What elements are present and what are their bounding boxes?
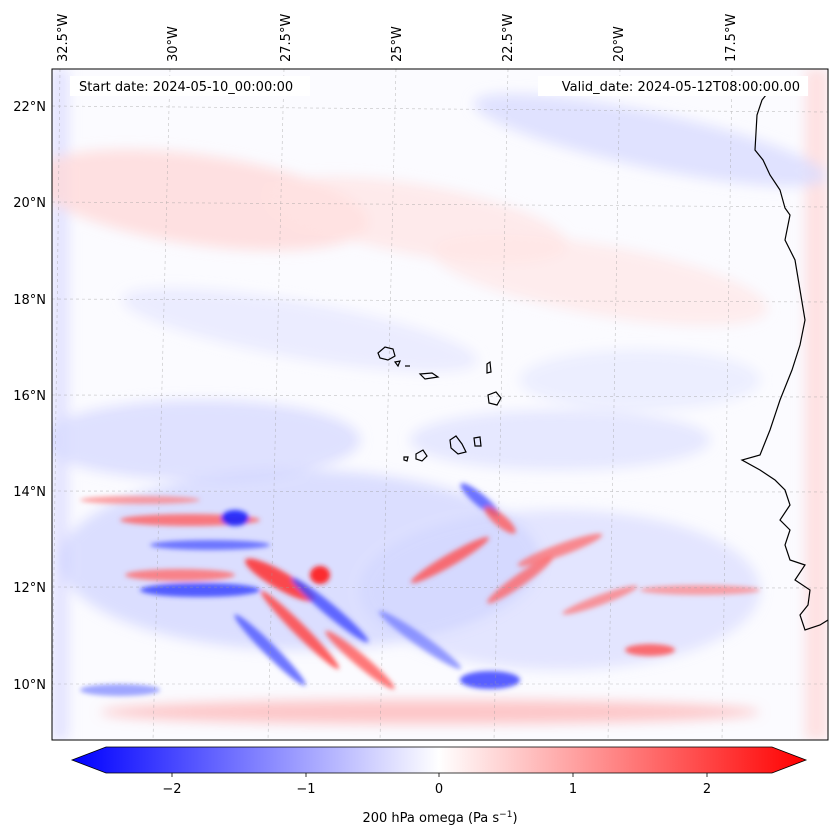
colorbar-label-end: ) <box>512 811 517 826</box>
colorbar-tick-label: −1 <box>296 782 315 797</box>
lat-label: 18°N <box>13 293 46 308</box>
start-date-box <box>70 76 310 96</box>
lon-label: 25°W <box>390 26 405 62</box>
lon-label: 22.5°W <box>501 14 516 62</box>
colorbar-label-main: 200 hPa omega (Pa s <box>362 811 499 826</box>
lat-label: 22°N <box>13 100 46 115</box>
lon-label: 27.5°W <box>279 14 294 62</box>
latitude-labels: 22°N 20°N 18°N 16°N 14°N 12°N 10°N <box>13 100 46 693</box>
lat-label: 12°N <box>13 581 46 596</box>
colorbar-ticks <box>171 773 708 777</box>
graticule <box>52 69 828 740</box>
lat-label: 20°N <box>13 196 46 211</box>
colorbar-tick-label: 2 <box>703 782 711 797</box>
lat-label: 16°N <box>13 389 46 404</box>
colorbar-label: 200 hPa omega (Pa s−1) <box>362 810 517 826</box>
start-date-label: Start date: 2024-05-10_00:00:00 <box>79 80 293 95</box>
lat-label: 10°N <box>13 678 46 693</box>
colorbar-tick-label: 0 <box>435 782 443 797</box>
colorbar-bar <box>70 746 808 774</box>
lon-label: 20°W <box>612 26 627 62</box>
omega-field-streaks <box>80 483 760 696</box>
lon-label: 30°W <box>166 26 181 62</box>
longitude-labels: 32.5°W 30°W 27.5°W 25°W 22.5°W 20°W 17.5… <box>56 14 739 62</box>
lon-label: 17.5°W <box>724 14 739 62</box>
colorbar-label-exponent: −1 <box>499 810 512 820</box>
colorbar: −2 −1 0 1 2 200 hPa omega (Pa s−1) <box>70 746 808 826</box>
valid-date-box <box>538 76 808 96</box>
colorbar-tick-label: −2 <box>162 782 181 797</box>
lat-label: 14°N <box>13 485 46 500</box>
map-panel: Start date: 2024-05-10_00:00:00 Valid_da… <box>51 68 829 741</box>
valid-date-label: Valid_date: 2024-05-12T08:00:00.00 <box>562 80 800 95</box>
lon-label: 32.5°W <box>56 14 71 62</box>
coastline <box>377 89 828 631</box>
colorbar-tick-label: 1 <box>569 782 577 797</box>
